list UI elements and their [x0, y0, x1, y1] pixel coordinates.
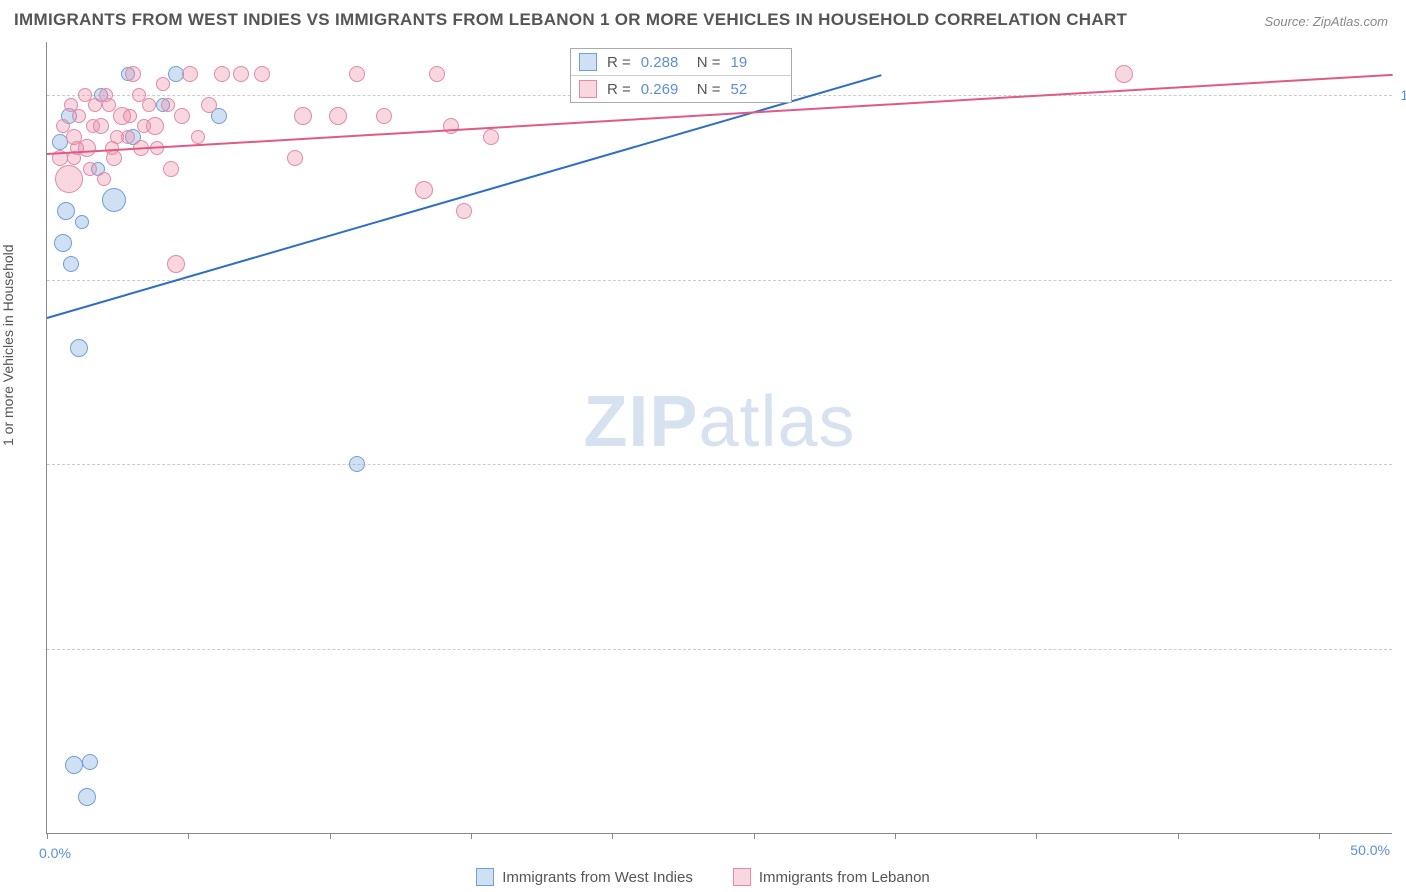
data-point [287, 150, 303, 166]
data-point [102, 188, 126, 212]
data-point [182, 66, 198, 82]
gridline [47, 464, 1392, 465]
data-point [349, 66, 365, 82]
legend-label-series1: Immigrants from West Indies [502, 869, 693, 886]
x-axis-min-label: 0.0% [39, 845, 71, 861]
series-legend: Immigrants from West Indies Immigrants f… [0, 868, 1406, 886]
data-point [70, 339, 88, 357]
data-point [329, 107, 347, 125]
watermark: ZIPatlas [583, 381, 855, 463]
data-point [97, 172, 111, 186]
data-point [123, 109, 137, 123]
stats-row-series2: R = 0.269 N = 52 [571, 75, 791, 102]
data-point [201, 97, 217, 113]
data-point [429, 66, 445, 82]
data-point [88, 98, 102, 112]
n-label: N = [697, 54, 721, 71]
data-point [294, 107, 312, 125]
legend-item-series2: Immigrants from Lebanon [733, 868, 930, 886]
data-point [415, 181, 433, 199]
data-point [142, 98, 156, 112]
data-point [191, 130, 205, 144]
stats-row-series1: R = 0.288 N = 19 [571, 49, 791, 75]
x-tick [471, 833, 472, 839]
data-point [233, 66, 249, 82]
data-point [54, 234, 72, 252]
data-point [56, 119, 70, 133]
x-tick [895, 833, 896, 839]
r-value-series2: 0.269 [641, 81, 687, 98]
data-point [443, 118, 459, 134]
data-point [174, 108, 190, 124]
swatch-series1 [476, 868, 494, 886]
data-point [156, 77, 170, 91]
legend-label-series2: Immigrants from Lebanon [759, 869, 930, 886]
data-point [63, 256, 79, 272]
data-point [55, 165, 83, 193]
swatch-series1 [579, 53, 597, 71]
data-point [64, 98, 78, 112]
r-label: R = [607, 81, 631, 98]
x-axis-max-label: 50.0% [1350, 842, 1390, 858]
data-point [161, 98, 175, 112]
data-point [163, 161, 179, 177]
data-point [65, 756, 83, 774]
y-tick-label: 65.0% [1398, 456, 1406, 472]
gridline [47, 649, 1392, 650]
x-tick [612, 833, 613, 839]
scatter-chart: ZIPatlas 0.0% 100.0%82.5%65.0%47.5% [46, 42, 1392, 834]
data-point [78, 88, 92, 102]
y-axis-title: 1 or more Vehicles in Household [0, 244, 16, 446]
data-point [83, 162, 97, 176]
y-tick-label: 47.5% [1398, 641, 1406, 657]
legend-item-series1: Immigrants from West Indies [476, 868, 693, 886]
data-point [82, 754, 98, 770]
swatch-series2 [579, 80, 597, 98]
x-tick [1036, 833, 1037, 839]
n-label: N = [697, 81, 721, 98]
chart-title: IMMIGRANTS FROM WEST INDIES VS IMMIGRANT… [14, 10, 1127, 30]
swatch-series2 [733, 868, 751, 886]
x-tick [1319, 833, 1320, 839]
data-point [483, 129, 499, 145]
data-point [57, 202, 75, 220]
data-point [456, 203, 472, 219]
x-tick [754, 833, 755, 839]
data-point [254, 66, 270, 82]
x-tick [1178, 833, 1179, 839]
data-point [349, 456, 365, 472]
data-point [376, 108, 392, 124]
r-value-series1: 0.288 [641, 54, 687, 71]
stats-legend: R = 0.288 N = 19 R = 0.269 N = 52 [570, 48, 792, 103]
watermark-atlas: atlas [698, 382, 855, 462]
n-value-series1: 19 [731, 54, 777, 71]
data-point [214, 66, 230, 82]
data-point [167, 255, 185, 273]
data-point [125, 66, 141, 82]
y-tick-label: 82.5% [1398, 272, 1406, 288]
data-point [105, 141, 119, 155]
data-point [1115, 65, 1133, 83]
data-point [86, 119, 100, 133]
x-tick [188, 833, 189, 839]
data-point [78, 788, 96, 806]
source-attribution: Source: ZipAtlas.com [1264, 14, 1388, 29]
x-tick [330, 833, 331, 839]
x-tick [47, 833, 48, 839]
n-value-series2: 52 [731, 81, 777, 98]
watermark-zip: ZIP [583, 382, 698, 462]
gridline [47, 280, 1392, 281]
y-tick-label: 100.0% [1398, 87, 1406, 103]
data-point [137, 119, 151, 133]
data-point [102, 98, 116, 112]
data-point [132, 88, 146, 102]
r-label: R = [607, 54, 631, 71]
data-point [75, 215, 89, 229]
